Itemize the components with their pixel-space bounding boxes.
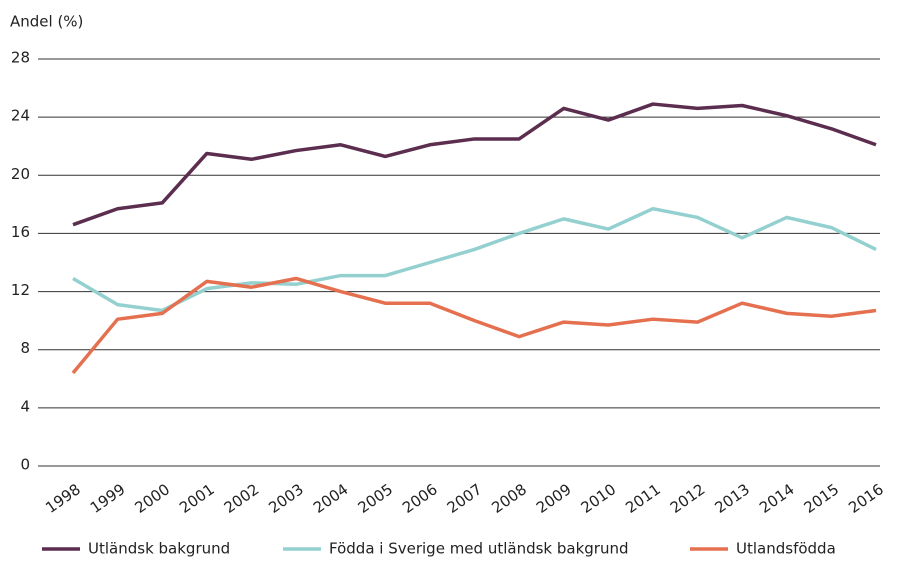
x-tick-label: 2000 [131, 480, 173, 517]
y-tick-label: 0 [20, 456, 30, 474]
legend-label: Utlandsfödda [736, 540, 836, 558]
x-tick-label: 2009 [533, 480, 575, 517]
y-tick-label: 4 [20, 397, 30, 415]
y-tick-label: 28 [11, 49, 30, 67]
series-line [72, 102, 877, 227]
legend-label: Utländsk bakgrund [88, 540, 230, 558]
x-tick-label: 2015 [801, 480, 843, 517]
legend: Utländsk bakgrund Födda i Sverige med utl… [42, 540, 836, 558]
grid: 0 4 8 12 16 20 24 28 [11, 49, 880, 474]
x-tick-label: 1998 [42, 480, 84, 517]
x-tick-label: 2012 [667, 480, 709, 517]
x-tick-label: 2004 [310, 480, 352, 517]
x-tick-label: 2016 [845, 480, 887, 517]
legend-label: Födda i Sverige med utländsk bakgrund [329, 540, 629, 558]
y-tick-label: 12 [11, 281, 30, 299]
x-tick-label: 1999 [87, 480, 129, 517]
x-tick-label: 2008 [488, 480, 530, 517]
y-axis-label: Andel (%) [10, 13, 83, 31]
y-tick-label: 8 [20, 339, 30, 357]
x-tick-label: 2014 [756, 480, 798, 517]
x-tick-label: 2013 [711, 480, 753, 517]
x-axis-labels: 1998 1999 2000 2001 2002 2003 2004 2005 2006 2007… [42, 480, 887, 517]
x-tick-label: 2006 [399, 480, 441, 517]
x-tick-label: 2011 [622, 480, 664, 517]
x-tick-label: 2003 [265, 480, 307, 517]
x-tick-label: 2001 [176, 480, 218, 517]
x-tick-label: 2007 [444, 480, 486, 517]
lines [71, 102, 877, 375]
y-tick-label: 16 [11, 223, 30, 241]
x-tick-label: 2005 [355, 480, 397, 517]
series-line [72, 206, 877, 313]
y-tick-label: 24 [11, 107, 30, 125]
y-tick-label: 20 [11, 165, 30, 183]
x-tick-label: 2010 [578, 480, 620, 517]
x-tick-label: 2002 [221, 480, 263, 517]
series-line [71, 276, 877, 375]
